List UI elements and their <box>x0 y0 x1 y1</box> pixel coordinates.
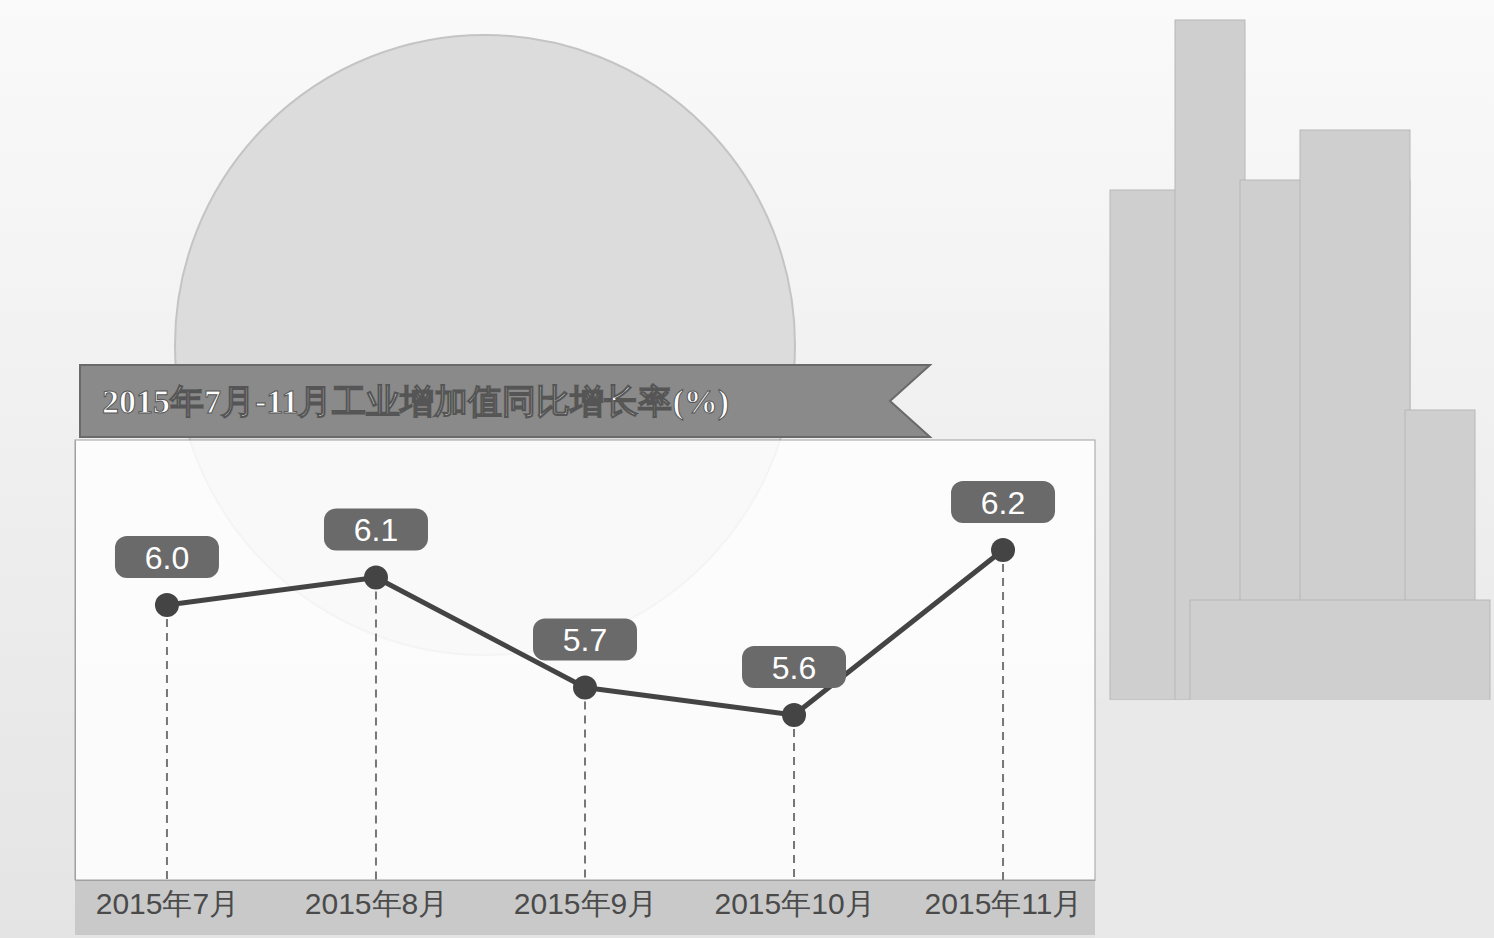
title-ribbon <box>80 365 930 437</box>
water <box>1095 700 1494 938</box>
data-label-box <box>951 481 1055 523</box>
plot-frame <box>75 440 1095 880</box>
building <box>1110 190 1180 700</box>
plot-area <box>155 538 1015 880</box>
drop-line <box>1002 550 1004 880</box>
data-label: 5.7 <box>563 622 607 658</box>
title: 2015年7月-11月工业增加值同比增长率(%) <box>102 383 729 421</box>
data-labels: 6.0 6.1 5.7 5.6 6.2 <box>115 481 1055 688</box>
data-label-box <box>742 646 846 688</box>
data-label-box <box>324 509 428 551</box>
point <box>364 566 388 590</box>
x-tick-label: 2015年7月 <box>96 887 239 920</box>
x-label-band <box>75 880 1095 935</box>
x-tick-label: 2015年9月 <box>514 887 657 920</box>
x-axis-line <box>76 880 1096 881</box>
x-axis: 2015年7月 2015年8月 2015年9月 2015年10月 2015年11月 <box>76 880 1096 920</box>
drop-line <box>166 605 168 880</box>
x-tick: 2015年10月 <box>714 880 874 920</box>
title-banner: 2015年7月-11月工业增加值同比增长率(%) <box>80 365 930 437</box>
data-label: 6.0 <box>145 540 189 576</box>
data-label: 5.6 <box>772 650 816 686</box>
chart: 2015年7月 2015年8月 2015年9月 2015年10月 2015年11月 6.0… <box>0 0 1494 938</box>
building <box>1190 600 1490 710</box>
y-axis-line <box>75 441 76 881</box>
x-tick-label: 2015年11月 <box>925 887 1083 920</box>
data-label-box <box>533 619 637 661</box>
x-tick: 2015年7月 <box>96 880 239 920</box>
x-tick-label: 2015年8月 <box>305 887 448 920</box>
drop-line <box>793 715 795 880</box>
building <box>1175 20 1245 700</box>
x-tick-label: 2015年10月 <box>714 887 874 920</box>
drop-line <box>584 688 586 881</box>
data-label: 6.1 <box>354 512 398 548</box>
point <box>991 538 1015 562</box>
data-label-box <box>115 536 219 578</box>
x-tick: 2015年9月 <box>514 880 657 920</box>
point <box>155 593 179 617</box>
y-axis <box>75 441 76 881</box>
x-tick: 2015年8月 <box>305 880 448 920</box>
drop-line <box>375 578 377 881</box>
background <box>0 0 1494 938</box>
line <box>167 550 1003 715</box>
background-fill <box>0 0 1494 938</box>
point <box>782 703 806 727</box>
point <box>573 676 597 700</box>
x-tick: 2015年11月 <box>925 880 1083 920</box>
data-label: 6.2 <box>981 485 1025 521</box>
